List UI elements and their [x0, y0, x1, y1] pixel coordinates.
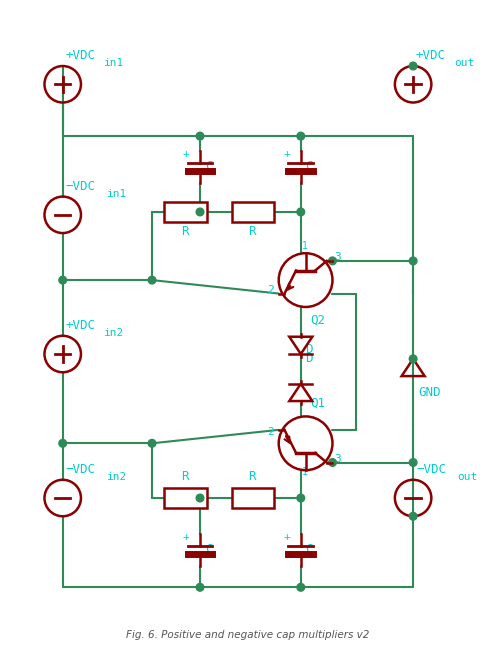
- Text: C: C: [205, 543, 212, 557]
- Circle shape: [297, 584, 305, 591]
- Text: 2: 2: [267, 427, 274, 437]
- Text: R: R: [248, 471, 255, 483]
- Text: in1: in1: [104, 58, 124, 68]
- Text: in2: in2: [107, 472, 127, 482]
- Circle shape: [297, 494, 305, 502]
- Circle shape: [409, 62, 417, 70]
- Circle shape: [59, 440, 66, 447]
- Circle shape: [409, 459, 417, 467]
- Text: R: R: [248, 225, 255, 238]
- Text: 1: 1: [302, 467, 308, 477]
- Bar: [232, 202, 274, 221]
- Text: R: R: [181, 225, 188, 238]
- Circle shape: [148, 276, 156, 284]
- Text: C: C: [306, 161, 313, 173]
- Text: −VDC: −VDC: [65, 463, 96, 476]
- Circle shape: [148, 440, 156, 447]
- Text: out: out: [454, 58, 475, 68]
- Text: +: +: [284, 532, 290, 543]
- Text: +VDC: +VDC: [65, 49, 96, 62]
- Text: 3: 3: [334, 453, 341, 463]
- Circle shape: [409, 355, 417, 363]
- Text: Q2: Q2: [310, 314, 325, 327]
- Text: Q1: Q1: [310, 397, 325, 409]
- Bar: [232, 488, 274, 508]
- Text: C: C: [306, 543, 313, 557]
- Text: D: D: [306, 342, 313, 356]
- Circle shape: [297, 132, 305, 140]
- Text: 3: 3: [334, 252, 341, 262]
- Text: in1: in1: [107, 188, 127, 199]
- Circle shape: [196, 584, 204, 591]
- Text: in2: in2: [104, 328, 124, 338]
- Text: out: out: [457, 472, 478, 482]
- Text: R: R: [181, 471, 188, 483]
- Circle shape: [409, 512, 417, 520]
- Text: −VDC: −VDC: [416, 463, 446, 476]
- Text: C: C: [205, 161, 212, 173]
- Text: Fig. 6. Positive and negative cap multipliers v2: Fig. 6. Positive and negative cap multip…: [126, 631, 370, 641]
- Text: D: D: [306, 352, 313, 366]
- Text: 1: 1: [302, 241, 308, 251]
- Circle shape: [297, 208, 305, 215]
- Text: 2: 2: [267, 285, 274, 295]
- Bar: [165, 202, 207, 221]
- Circle shape: [196, 132, 204, 140]
- Circle shape: [196, 494, 204, 502]
- Text: −VDC: −VDC: [65, 180, 96, 192]
- Text: +VDC: +VDC: [416, 49, 446, 62]
- Circle shape: [59, 276, 66, 284]
- Circle shape: [329, 459, 336, 467]
- Text: +: +: [284, 149, 290, 159]
- Circle shape: [409, 257, 417, 265]
- Bar: [165, 488, 207, 508]
- Text: +: +: [183, 149, 189, 159]
- Circle shape: [329, 257, 336, 265]
- Text: +: +: [183, 532, 189, 543]
- Circle shape: [196, 208, 204, 215]
- Text: +VDC: +VDC: [65, 319, 96, 332]
- Text: GND: GND: [418, 386, 440, 399]
